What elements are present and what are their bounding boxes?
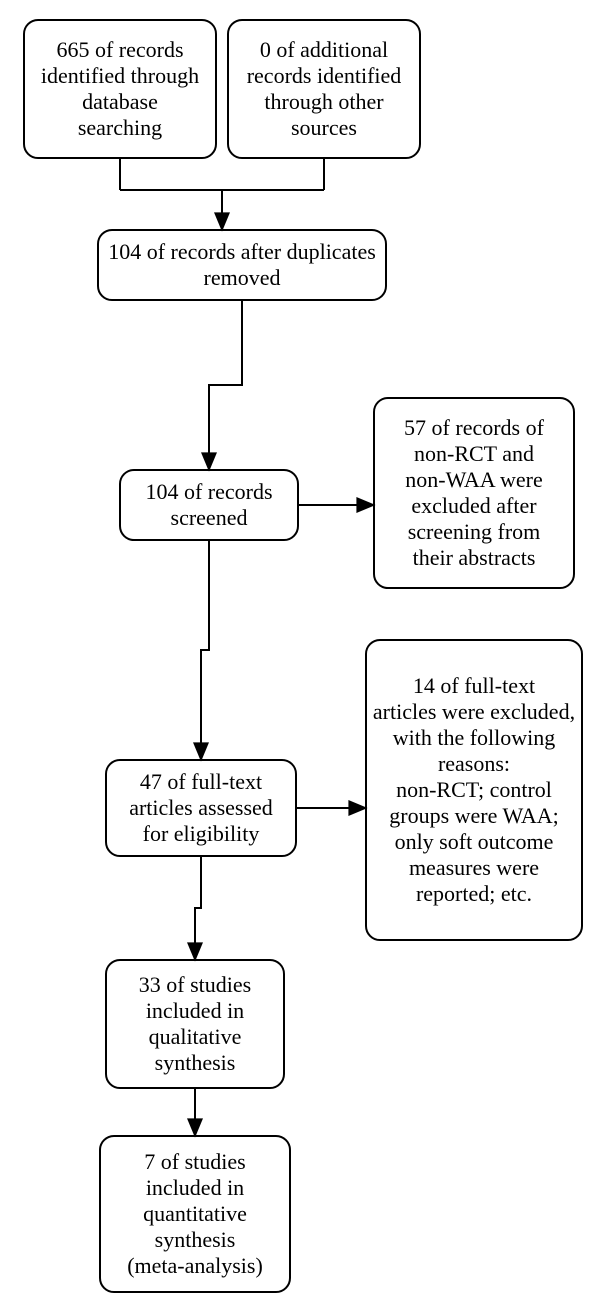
node-excluded_abstract-line-5: their abstracts bbox=[413, 545, 536, 570]
node-quantitative-line-1: included in bbox=[146, 1175, 244, 1200]
node-excluded_fulltext-line-5: groups were WAA; bbox=[389, 803, 558, 828]
node-qualitative-line-0: 33 of studies bbox=[139, 972, 251, 997]
node-qualitative: 33 of studiesincluded inqualitativesynth… bbox=[106, 960, 284, 1088]
node-identified_other-line-2: through other bbox=[264, 89, 384, 114]
node-excluded_fulltext-line-2: with the following bbox=[393, 725, 556, 750]
node-screened-line-0: 104 of records bbox=[145, 479, 272, 504]
node-excluded_fulltext-line-8: reported; etc. bbox=[416, 881, 532, 906]
node-excluded_abstract-line-3: excluded after bbox=[411, 493, 537, 518]
prisma-flowchart: 665 of recordsidentified throughdatabase… bbox=[0, 0, 600, 1300]
node-excluded_fulltext-line-0: 14 of full-text bbox=[413, 673, 535, 698]
node-quantitative-line-0: 7 of studies bbox=[144, 1149, 245, 1174]
node-fulltext-line-1: articles assessed bbox=[129, 795, 273, 820]
node-identified_db: 665 of recordsidentified throughdatabase… bbox=[24, 20, 216, 158]
connector bbox=[209, 300, 242, 470]
node-identified_db-line-0: 665 of records bbox=[56, 37, 183, 62]
node-identified_db-line-2: database bbox=[82, 89, 158, 114]
node-quantitative-line-2: quantitative bbox=[143, 1201, 247, 1226]
node-excluded_fulltext-line-6: only soft outcome bbox=[395, 829, 554, 854]
node-quantitative: 7 of studiesincluded inquantitativesynth… bbox=[100, 1136, 290, 1292]
node-identified_other-line-1: records identified bbox=[247, 63, 402, 88]
node-qualitative-line-2: qualitative bbox=[149, 1024, 242, 1049]
node-screened: 104 of recordsscreened bbox=[120, 470, 298, 540]
connector bbox=[201, 540, 209, 760]
node-excluded_abstract-line-1: non-RCT and bbox=[414, 441, 534, 466]
node-excluded_fulltext-line-3: reasons: bbox=[438, 751, 510, 776]
node-excluded_fulltext-line-4: non-RCT; control bbox=[396, 777, 552, 802]
node-fulltext: 47 of full-textarticles assessedfor elig… bbox=[106, 760, 296, 856]
node-excluded_fulltext-line-1: articles were excluded, bbox=[373, 699, 575, 724]
node-after_dup: 104 of records after duplicatesremoved bbox=[98, 230, 386, 300]
node-excluded_abstract-line-4: screening from bbox=[408, 519, 541, 544]
node-excluded_abstract-line-2: non-WAA were bbox=[405, 467, 542, 492]
node-identified_other: 0 of additionalrecords identifiedthrough… bbox=[228, 20, 420, 158]
node-excluded_fulltext-line-7: measures were bbox=[409, 855, 539, 880]
node-quantitative-line-3: synthesis bbox=[155, 1227, 236, 1252]
node-identified_other-line-3: sources bbox=[291, 115, 357, 140]
node-fulltext-line-0: 47 of full-text bbox=[140, 769, 262, 794]
node-qualitative-line-1: included in bbox=[146, 998, 244, 1023]
node-excluded_fulltext: 14 of full-textarticles were excluded,wi… bbox=[366, 640, 582, 940]
node-quantitative-line-4: (meta-analysis) bbox=[127, 1253, 263, 1278]
node-identified_other-line-0: 0 of additional bbox=[260, 37, 388, 62]
node-after_dup-line-0: 104 of records after duplicates bbox=[108, 239, 376, 264]
node-after_dup-line-1: removed bbox=[204, 265, 281, 290]
node-screened-line-1: screened bbox=[171, 505, 248, 530]
node-excluded_abstract-line-0: 57 of records of bbox=[404, 415, 545, 440]
node-identified_db-line-1: identified through bbox=[41, 63, 199, 88]
node-excluded_abstract: 57 of records ofnon-RCT andnon-WAA weree… bbox=[374, 398, 574, 588]
node-identified_db-line-3: searching bbox=[78, 115, 162, 140]
connector bbox=[195, 856, 201, 960]
node-fulltext-line-2: for eligibility bbox=[143, 821, 260, 846]
node-qualitative-line-3: synthesis bbox=[155, 1050, 236, 1075]
